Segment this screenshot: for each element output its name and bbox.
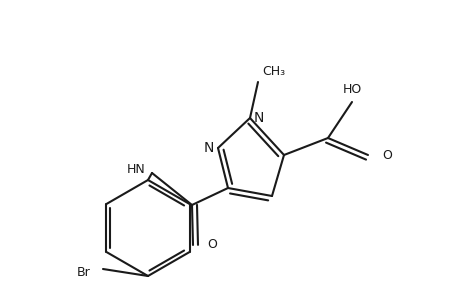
Text: HN: HN (127, 163, 146, 176)
Text: N: N (253, 111, 264, 125)
Text: O: O (207, 238, 216, 251)
Text: CH₃: CH₃ (262, 65, 285, 78)
Text: N: N (203, 141, 213, 155)
Text: O: O (381, 148, 391, 161)
Text: HO: HO (341, 83, 361, 96)
Text: Br: Br (77, 266, 91, 278)
